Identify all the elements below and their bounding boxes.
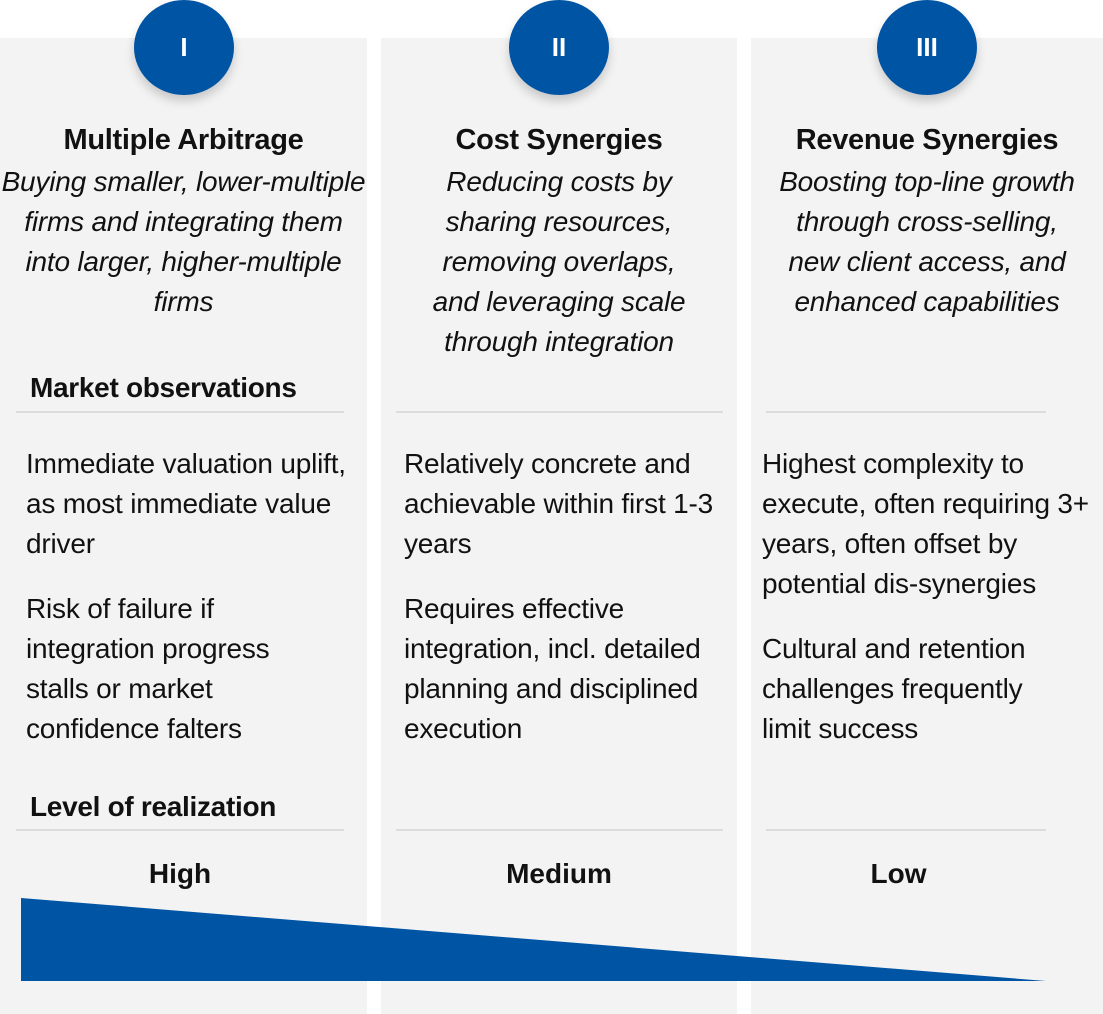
column-1-divider-observations	[16, 411, 344, 413]
column-2-realization: Medium	[506, 858, 612, 889]
column-1-badge: I	[134, 0, 234, 95]
column-1-title: Multiple Arbitrage	[63, 124, 304, 156]
column-1-realization: High	[148, 858, 212, 889]
column-3-background	[751, 38, 1103, 1014]
column-3-realization: Low	[870, 858, 927, 889]
column-3-badge: III	[877, 0, 977, 95]
column-2-observation-2: Requires effective integration, incl. de…	[404, 593, 701, 744]
level-of-realization-label: Level of realization	[30, 791, 277, 822]
column-3-observation-2: Cultural and retention challenges freque…	[762, 633, 1026, 744]
column-2-description: Reducing costs by sharing resources, rem…	[432, 166, 686, 357]
column-3-description: Boosting top-line growth through cross-s…	[779, 166, 1075, 317]
column-2-badge: II	[509, 0, 609, 95]
column-1-observation-1: Immediate valuation uplift, as most imme…	[26, 448, 346, 559]
column-3-observation-1: Highest complexity to execute, often req…	[762, 448, 1089, 599]
column-1-divider-realization	[16, 829, 344, 831]
column-2-title: Cost Synergies	[455, 124, 663, 156]
column-2-background	[381, 38, 737, 1014]
column-2-divider-realization	[396, 829, 723, 831]
column-3-divider-observations	[766, 411, 1046, 413]
column-1-background	[0, 38, 367, 1014]
column-3-title: Revenue Synergies	[795, 124, 1059, 156]
realization-wedge-shape	[21, 898, 1046, 981]
column-1-description: Buying smaller, lower-multiple firms and…	[1, 166, 366, 317]
market-observations-label: Market observations	[30, 372, 297, 403]
column-3-divider-realization	[766, 829, 1046, 831]
column-2-observation-1: Relatively concrete and achievable withi…	[404, 448, 713, 559]
column-1-observation-2: Risk of failure if integration progress …	[26, 593, 270, 744]
column-2-divider-observations	[396, 411, 723, 413]
